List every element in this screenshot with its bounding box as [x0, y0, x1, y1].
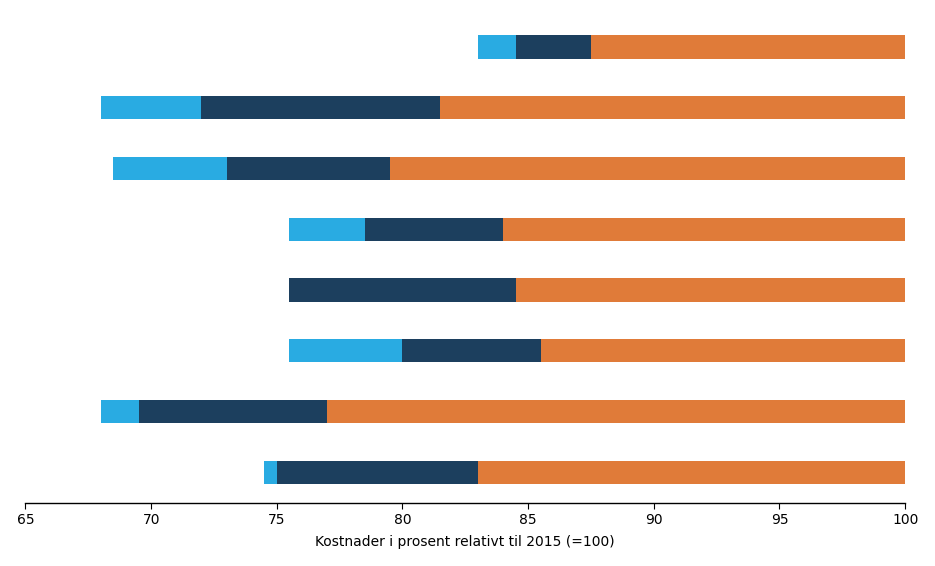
X-axis label: Kostnader i prosent relativt til 2015 (=100): Kostnader i prosent relativt til 2015 (=…: [315, 535, 615, 550]
Bar: [327, 400, 905, 423]
Bar: [503, 218, 905, 241]
Bar: [138, 400, 327, 423]
Bar: [390, 157, 905, 180]
Bar: [365, 218, 503, 241]
Bar: [515, 36, 591, 58]
Bar: [289, 278, 515, 302]
Bar: [289, 218, 365, 241]
Bar: [402, 339, 540, 362]
Bar: [226, 157, 390, 180]
Bar: [515, 278, 905, 302]
Bar: [440, 96, 905, 119]
Bar: [277, 461, 478, 484]
Bar: [265, 461, 277, 484]
Bar: [540, 339, 905, 362]
Bar: [478, 36, 515, 58]
Bar: [101, 96, 201, 119]
Bar: [113, 157, 226, 180]
Bar: [289, 339, 402, 362]
Bar: [478, 461, 905, 484]
Bar: [101, 400, 138, 423]
Bar: [201, 96, 440, 119]
Bar: [591, 36, 905, 58]
